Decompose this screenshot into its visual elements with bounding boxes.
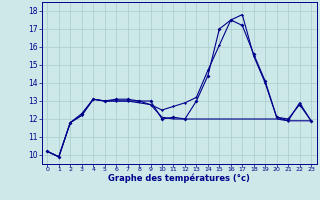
X-axis label: Graphe des températures (°c): Graphe des températures (°c) [108, 174, 250, 183]
